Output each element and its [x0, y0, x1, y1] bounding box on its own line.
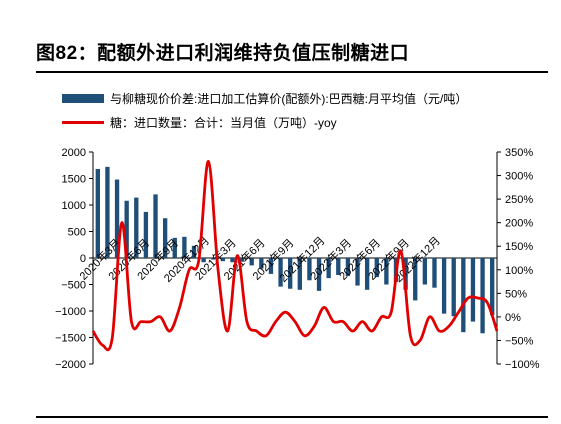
legend-label-bar: 与柳糖现价价差:进口加工估算价(配额外):巴西糖:月平均值（元/吨） — [110, 92, 468, 106]
bar — [268, 258, 274, 274]
legend-item-line: 糖：进口数量：合计：当月值（万吨）-yoy — [62, 114, 337, 131]
bar — [326, 258, 331, 279]
legend-swatch-line — [62, 121, 104, 124]
bar — [288, 258, 293, 289]
bar — [451, 258, 456, 317]
bar — [345, 258, 351, 277]
bar — [278, 258, 283, 287]
bar — [413, 258, 418, 301]
left-tick-label: 2000 — [62, 147, 86, 159]
bar — [480, 258, 485, 334]
legend-item-bar: 与柳糖现价价差:进口加工估算价(配额外):巴西糖:月平均值（元/吨） — [62, 90, 467, 107]
bar — [422, 258, 428, 285]
title-rule — [36, 71, 548, 73]
left-tick-label: −1000 — [55, 306, 86, 318]
right-tick-label: 200% — [505, 218, 533, 230]
bar — [124, 200, 129, 258]
bar — [307, 258, 312, 281]
right-tick-label: 50% — [505, 288, 527, 300]
bar — [336, 258, 341, 275]
right-tick-label: 150% — [505, 241, 533, 253]
bar — [316, 258, 322, 291]
bar — [239, 258, 245, 262]
legend-label-line: 糖：进口数量：合计：当月值（万吨）-yoy — [110, 116, 337, 130]
bar — [355, 258, 360, 286]
bar — [490, 258, 495, 316]
bar — [403, 258, 408, 290]
bar — [230, 258, 235, 263]
bar — [211, 258, 216, 260]
left-tick-label: 500 — [68, 227, 86, 239]
right-tick-label: 350% — [505, 147, 533, 159]
bar — [432, 258, 437, 288]
bar — [172, 237, 177, 258]
bar — [191, 245, 197, 258]
bottom-rule — [36, 416, 548, 418]
figure-title: 图82：配额外进口利润维持负值压制糖进口 — [36, 43, 410, 64]
left-tick-label: 1000 — [62, 200, 86, 212]
right-tick-label: 250% — [505, 194, 533, 206]
bar — [249, 258, 254, 266]
bar — [259, 258, 264, 269]
bar — [143, 211, 149, 258]
bar — [297, 258, 302, 290]
bar — [374, 258, 379, 278]
right-tick-label: −100% — [505, 359, 540, 371]
bar — [461, 258, 466, 333]
right-tick-label: 0% — [505, 312, 521, 324]
bar — [364, 258, 370, 290]
right-tick-label: 100% — [505, 265, 533, 277]
bar — [162, 218, 168, 258]
bar — [201, 258, 206, 263]
right-tick-label: 300% — [505, 171, 533, 183]
bar — [134, 197, 139, 258]
legend-swatch-bar — [62, 94, 104, 103]
left-tick-label: −1500 — [55, 333, 86, 345]
bar — [95, 168, 100, 258]
bar — [182, 236, 187, 258]
right-tick-label: −50% — [505, 335, 534, 347]
left-tick-label: 1500 — [62, 174, 86, 186]
left-tick-label: −2000 — [55, 359, 86, 371]
bar — [384, 258, 389, 285]
bar — [441, 258, 447, 314]
bar — [220, 258, 226, 262]
bar — [105, 166, 110, 258]
left-tick-label: −500 — [61, 280, 86, 292]
bar — [153, 194, 158, 258]
yoy-line — [91, 160, 499, 352]
bar — [470, 258, 476, 322]
left-tick-label: 0 — [80, 253, 86, 265]
bar — [114, 179, 120, 258]
